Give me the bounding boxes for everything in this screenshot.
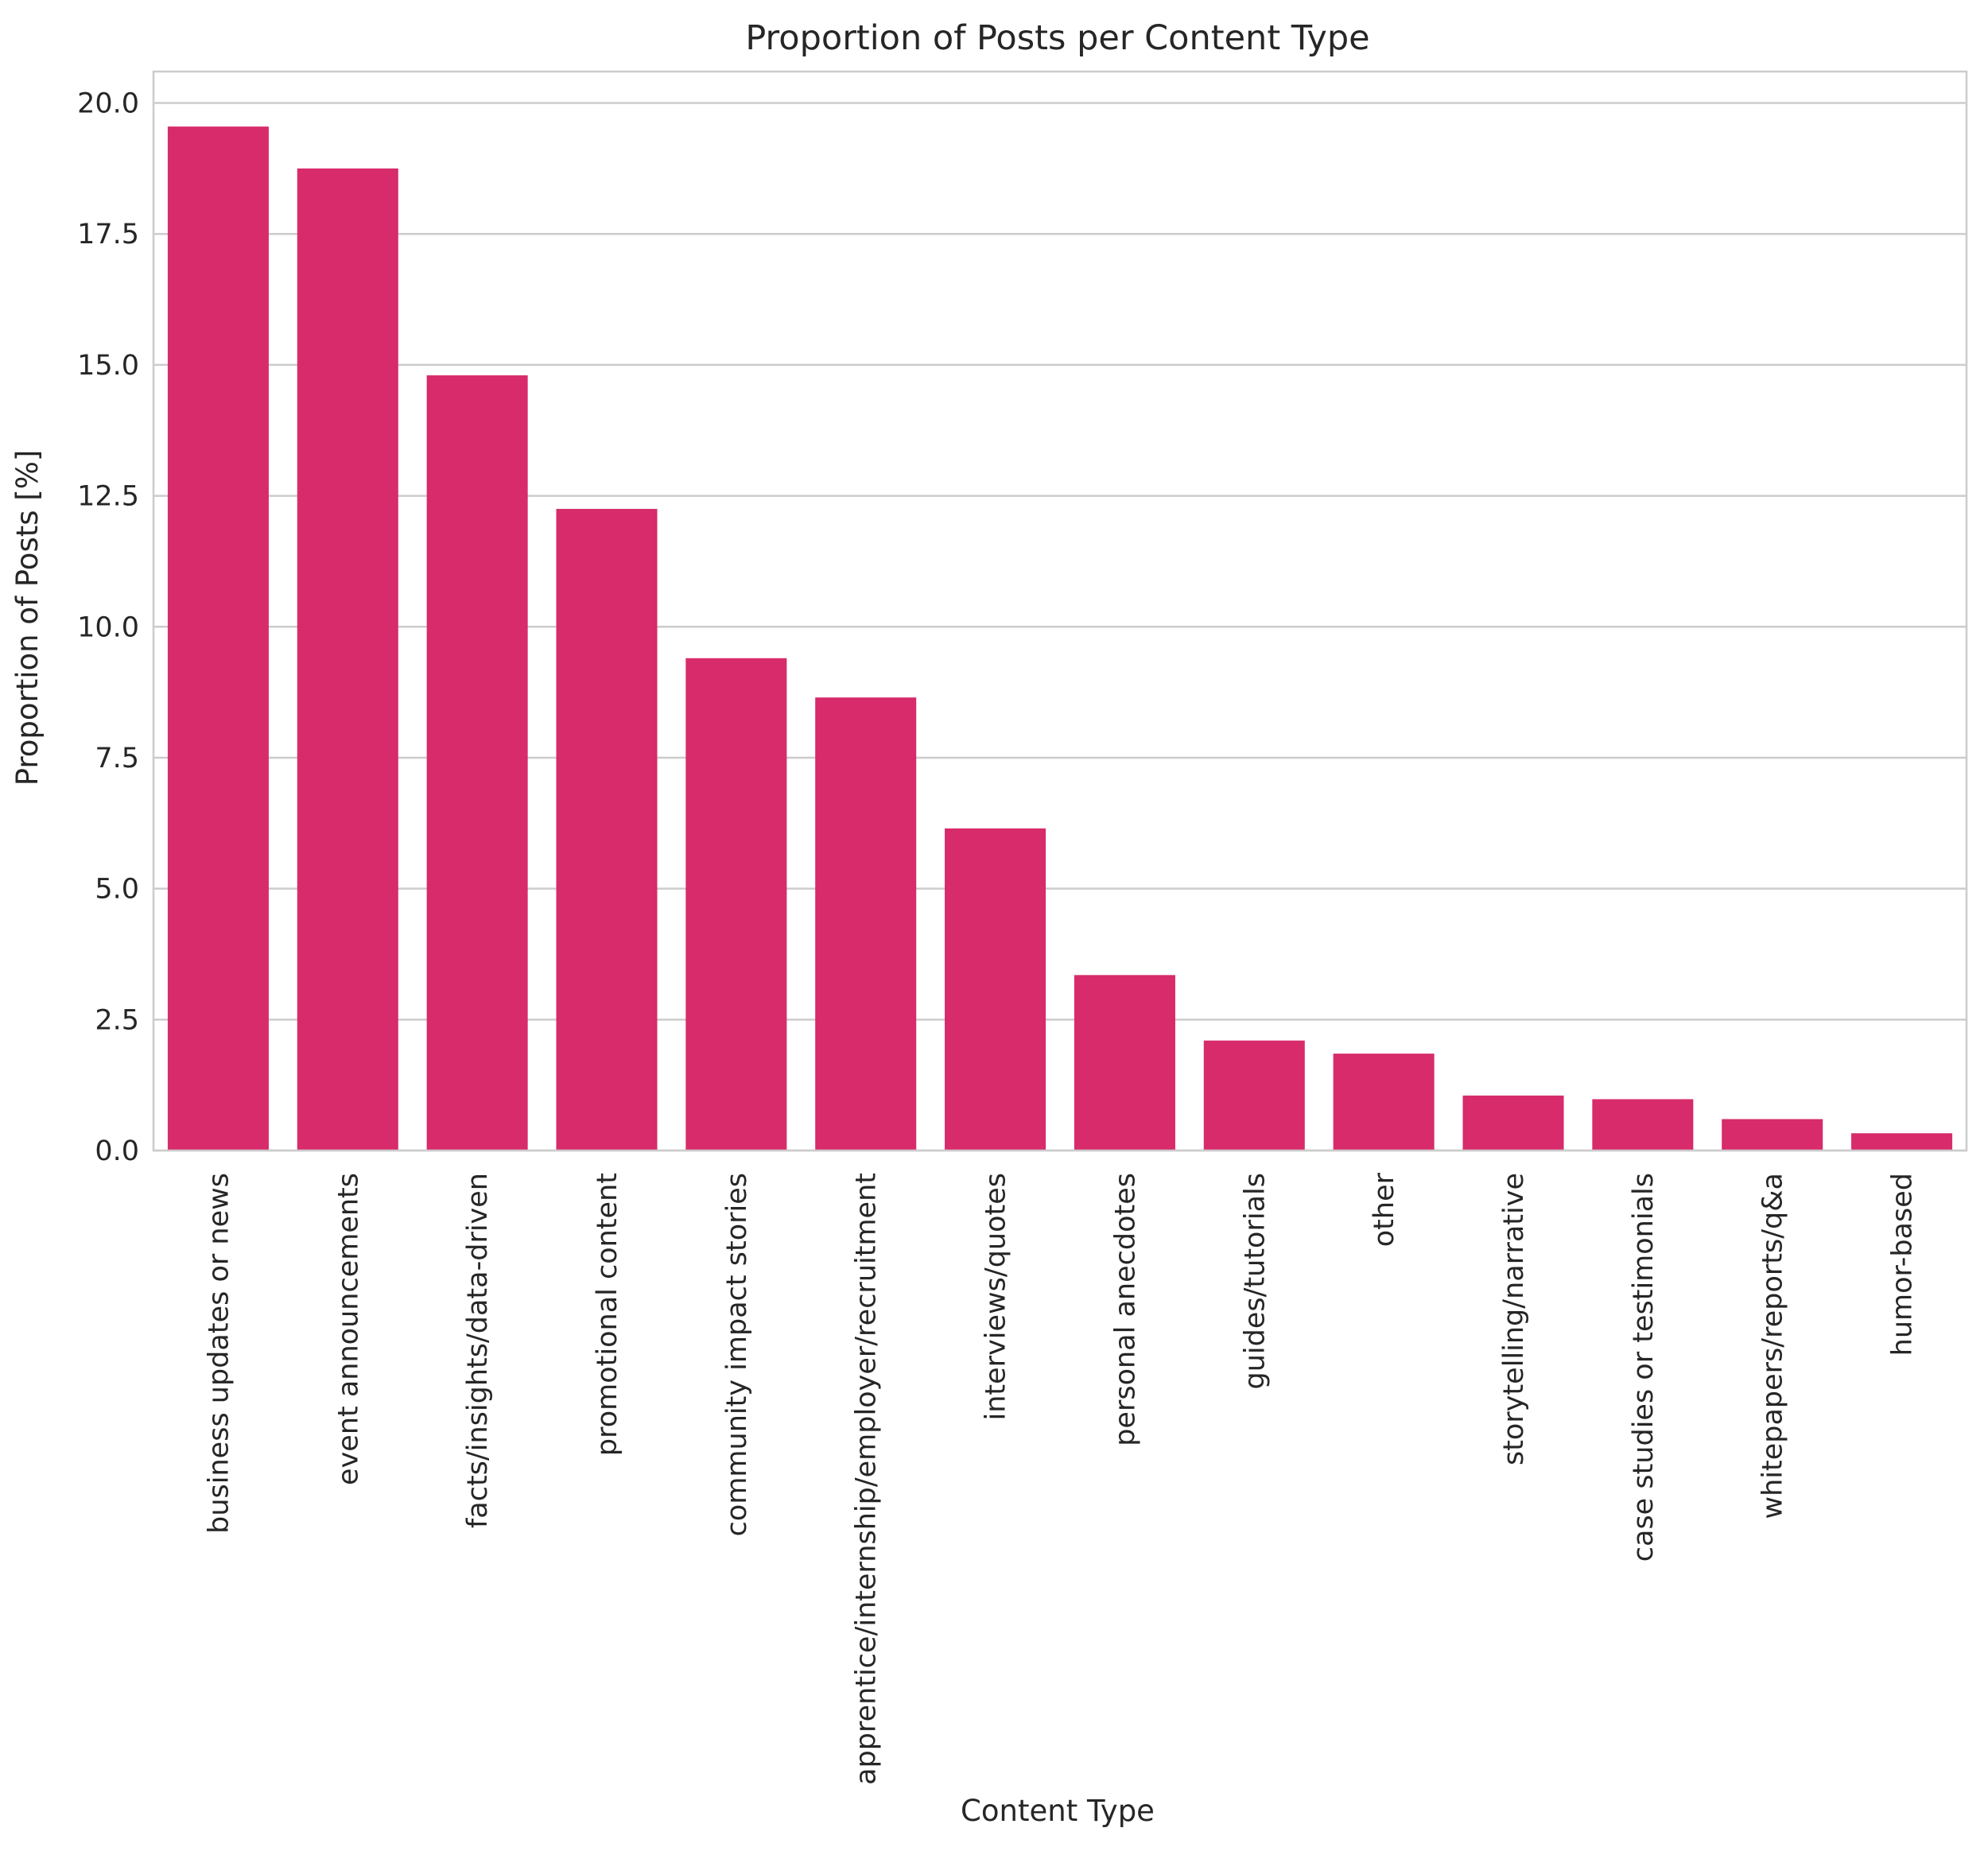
bar [426,375,528,1151]
y-tick-label: 7.5 [95,743,139,774]
y-tick-labels: 0.0 2.5 5.0 7.5 10.0 12.5 15.0 17.5 20.0 [77,88,139,1167]
y-tick-label: 0.0 [95,1135,139,1167]
y-tick-label: 5.0 [95,874,139,906]
x-tick-label: interviews/quotes [980,1173,1012,1420]
x-tick-label: storytelling/narrative [1498,1173,1530,1465]
y-tick-label: 15.0 [77,350,139,382]
x-tick-label: other [1369,1172,1400,1247]
bar [1074,975,1175,1151]
x-tick-labels: business updates or news event announceme… [203,1172,1918,1784]
x-tick-label: event announcements [332,1173,364,1485]
x-axis-label: Content Type [961,1794,1155,1828]
bar [1203,1040,1305,1151]
bars [167,126,1953,1151]
bar [1722,1119,1823,1151]
y-tick-label: 20.0 [77,88,139,120]
x-tick-label: case studies or testimonials [1628,1173,1660,1562]
bar [556,509,658,1151]
y-axis-label: Proportion of Posts [%] [10,450,45,786]
x-tick-label: facts/insights/data-driven [462,1173,494,1528]
y-tick-label: 17.5 [77,219,139,250]
x-tick-label: whitepapers/reports/q&a [1757,1173,1789,1519]
chart-title: Proportion of Posts per Content Type [745,18,1369,58]
x-tick-label: business updates or news [203,1173,235,1534]
bar [945,828,1046,1151]
x-tick-label: guides/tutorials [1239,1173,1271,1389]
y-tick-label: 2.5 [95,1004,139,1036]
bar [1851,1133,1953,1151]
x-tick-label: humor-based [1887,1173,1919,1356]
bar [1333,1054,1435,1151]
bar [685,658,787,1151]
bar [815,697,917,1151]
bar [167,126,269,1151]
bar [1462,1095,1564,1151]
y-tick-label: 10.0 [77,611,139,643]
x-tick-label: community impact stories [721,1173,753,1536]
x-tick-label: apprentice/internship/employer/recruitme… [851,1173,883,1785]
y-tick-label: 12.5 [77,481,139,513]
bar [1592,1099,1694,1151]
x-tick-label: promotional content [592,1173,623,1456]
plot-area-frame [152,70,1968,1152]
grid-lines [153,102,1967,1152]
bar [297,168,398,1151]
x-tick-label: personal anecdotes [1109,1173,1141,1446]
